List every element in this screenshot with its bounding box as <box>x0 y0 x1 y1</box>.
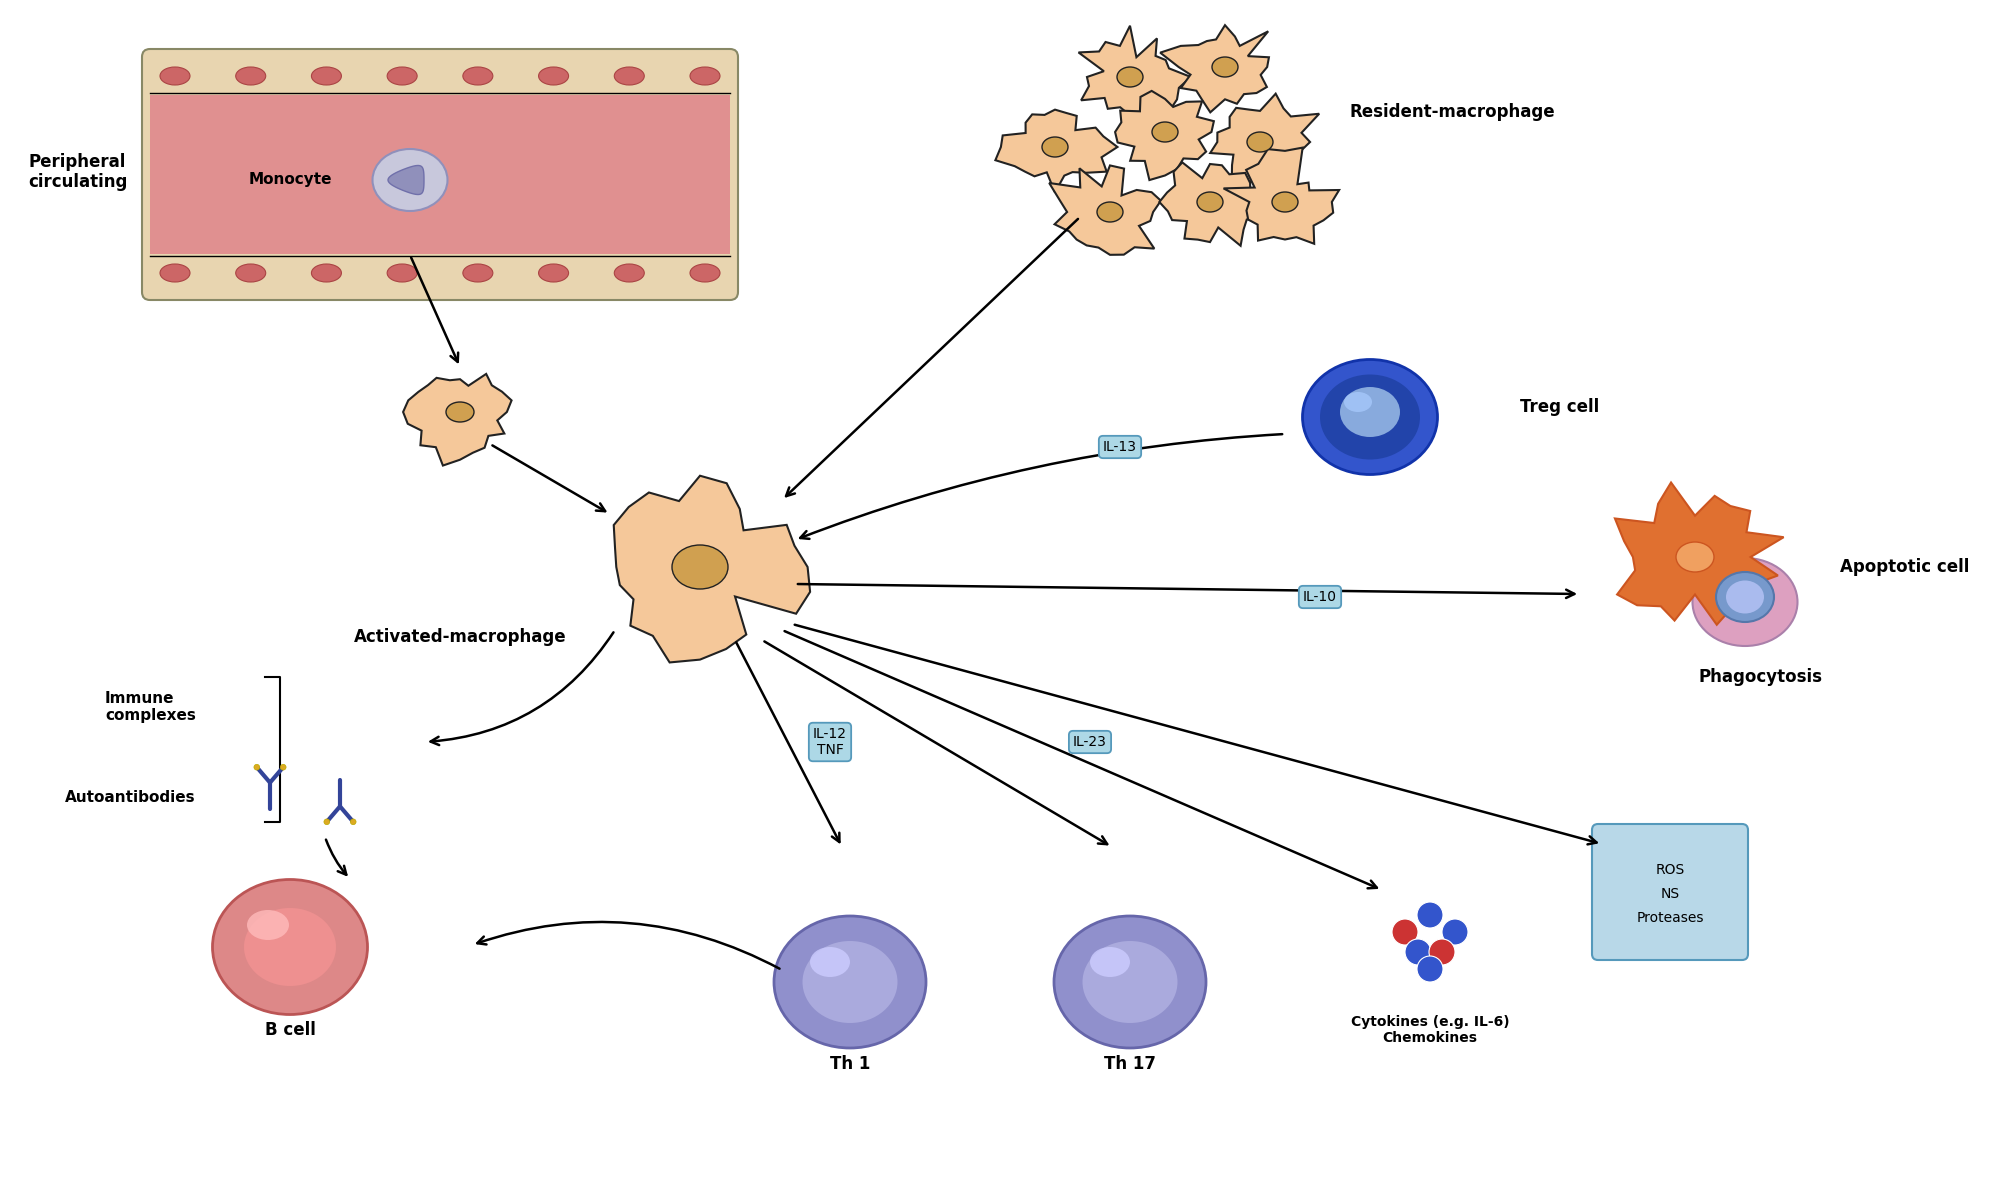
Text: ROS: ROS <box>1654 863 1684 877</box>
Polygon shape <box>1158 162 1272 245</box>
Ellipse shape <box>690 67 721 85</box>
Ellipse shape <box>614 264 644 282</box>
Ellipse shape <box>614 67 644 85</box>
Circle shape <box>253 764 259 770</box>
Ellipse shape <box>235 264 265 282</box>
FancyBboxPatch shape <box>1592 825 1748 960</box>
Ellipse shape <box>1319 375 1419 459</box>
Circle shape <box>323 819 329 825</box>
Ellipse shape <box>245 908 335 986</box>
Circle shape <box>349 819 355 825</box>
Ellipse shape <box>387 264 417 282</box>
Ellipse shape <box>1339 387 1399 438</box>
Ellipse shape <box>672 545 729 589</box>
Text: B cell: B cell <box>265 1020 315 1039</box>
Text: Immune
complexes: Immune complexes <box>104 691 197 724</box>
Ellipse shape <box>311 67 341 85</box>
Ellipse shape <box>1082 941 1176 1023</box>
Ellipse shape <box>311 264 341 282</box>
Ellipse shape <box>1212 56 1238 77</box>
Ellipse shape <box>387 67 417 85</box>
Ellipse shape <box>809 947 849 977</box>
Ellipse shape <box>161 264 191 282</box>
Ellipse shape <box>1270 192 1297 212</box>
Ellipse shape <box>235 67 265 85</box>
Circle shape <box>1391 920 1417 945</box>
Ellipse shape <box>538 264 568 282</box>
Text: NS: NS <box>1660 887 1678 902</box>
Circle shape <box>1417 902 1443 928</box>
Text: Th 17: Th 17 <box>1104 1055 1156 1073</box>
Ellipse shape <box>1343 392 1371 412</box>
Circle shape <box>1429 939 1455 965</box>
Polygon shape <box>1078 25 1190 118</box>
Text: IL-10: IL-10 <box>1303 590 1337 603</box>
Ellipse shape <box>1716 572 1772 621</box>
Polygon shape <box>614 476 809 662</box>
FancyBboxPatch shape <box>142 49 739 300</box>
Ellipse shape <box>1726 581 1762 613</box>
Text: IL-13: IL-13 <box>1102 440 1136 454</box>
Ellipse shape <box>690 264 721 282</box>
Text: Autoantibodies: Autoantibodies <box>64 790 195 804</box>
Ellipse shape <box>773 916 925 1048</box>
Ellipse shape <box>213 880 367 1014</box>
Polygon shape <box>995 109 1118 192</box>
Ellipse shape <box>1196 192 1222 212</box>
Ellipse shape <box>373 149 448 212</box>
Polygon shape <box>1210 94 1319 192</box>
Polygon shape <box>387 166 423 195</box>
Text: Cytokines (e.g. IL-6)
Chemokines: Cytokines (e.g. IL-6) Chemokines <box>1351 1014 1509 1045</box>
Text: Th 1: Th 1 <box>829 1055 869 1073</box>
Ellipse shape <box>1676 542 1714 572</box>
Ellipse shape <box>1152 121 1178 142</box>
Text: Activated-macrophage: Activated-macrophage <box>353 627 566 645</box>
Ellipse shape <box>1246 132 1272 151</box>
Text: IL-23: IL-23 <box>1072 734 1106 749</box>
Ellipse shape <box>1303 359 1437 475</box>
Ellipse shape <box>247 910 289 940</box>
Circle shape <box>1405 939 1431 965</box>
Ellipse shape <box>1042 137 1068 157</box>
Polygon shape <box>1614 482 1782 625</box>
Circle shape <box>1441 920 1467 945</box>
Text: Treg cell: Treg cell <box>1519 398 1598 416</box>
Text: Phagocytosis: Phagocytosis <box>1698 668 1820 686</box>
Polygon shape <box>1222 148 1339 244</box>
Bar <box>151 95 731 254</box>
Ellipse shape <box>161 67 191 85</box>
Text: Proteases: Proteases <box>1636 911 1702 926</box>
Ellipse shape <box>1692 558 1796 645</box>
Ellipse shape <box>464 264 492 282</box>
Polygon shape <box>1160 25 1268 112</box>
Ellipse shape <box>803 941 897 1023</box>
Ellipse shape <box>1054 916 1206 1048</box>
Ellipse shape <box>464 67 492 85</box>
Text: Resident-macrophage: Resident-macrophage <box>1349 103 1555 121</box>
Ellipse shape <box>1096 202 1122 222</box>
Ellipse shape <box>538 67 568 85</box>
Ellipse shape <box>1116 67 1142 87</box>
Text: Apoptotic cell: Apoptotic cell <box>1838 558 1969 576</box>
Ellipse shape <box>1090 947 1130 977</box>
Polygon shape <box>403 374 512 465</box>
Text: IL-12
TNF: IL-12 TNF <box>813 727 847 757</box>
Circle shape <box>1417 956 1443 982</box>
Polygon shape <box>1114 91 1214 180</box>
Polygon shape <box>1050 166 1160 255</box>
Ellipse shape <box>446 401 474 422</box>
Text: Monocyte: Monocyte <box>249 173 331 188</box>
Circle shape <box>281 764 285 770</box>
Text: Peripheral
circulating: Peripheral circulating <box>28 153 126 191</box>
